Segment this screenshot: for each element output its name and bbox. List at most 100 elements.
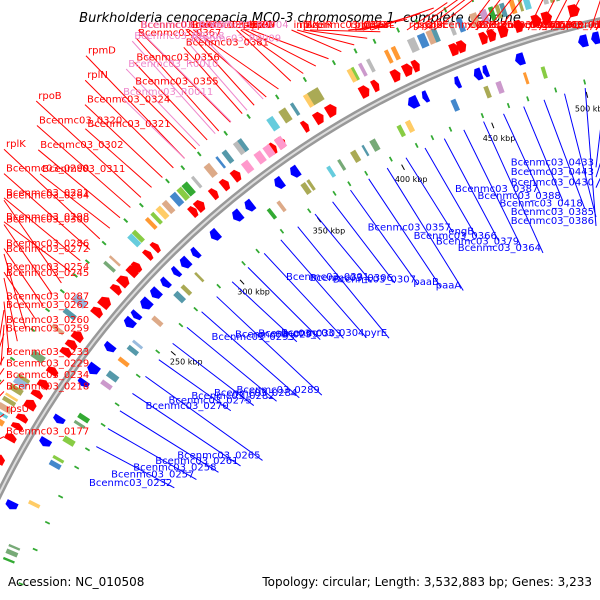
gene-label: Bcenmc03_0387 — [455, 184, 538, 195]
gene-label: infA — [294, 20, 314, 31]
marker-tick — [241, 260, 246, 266]
marker-tick — [155, 349, 161, 354]
leader-line — [538, 0, 555, 31]
forward-gene-arrow — [410, 59, 420, 73]
category-block — [28, 499, 41, 509]
category-block — [131, 339, 144, 350]
backbone-arc — [0, 17, 600, 501]
forward-gene-arrow — [23, 399, 37, 412]
leader-line — [131, 40, 216, 134]
category-block — [180, 284, 193, 296]
forward-gene-arrow — [218, 178, 231, 192]
category-block — [425, 29, 437, 45]
reverse-gene-arrow — [190, 246, 202, 259]
category-block — [278, 107, 293, 124]
gene-label: Bcenmc03_0275 — [168, 396, 251, 407]
leader-line — [3, 253, 27, 330]
leader-line — [120, 96, 185, 159]
reverse-gene-arrow — [274, 175, 286, 190]
reverse-gene-arrow — [407, 94, 421, 109]
gene-label: Bcenmc03_0375 — [140, 20, 223, 31]
marker-tick — [72, 273, 78, 278]
category-block — [103, 260, 116, 273]
category-block — [181, 181, 196, 197]
marker-tick — [30, 327, 36, 333]
forward-gene-arrow — [45, 366, 59, 378]
forward-gene-arrow — [400, 63, 413, 78]
gene-label: Bcenmc03_0364 — [458, 243, 541, 254]
category-block — [5, 548, 19, 558]
gene-label: Bcenmc03_0359 — [489, 20, 572, 31]
gene-label: Bcenmc03_0301 — [286, 272, 369, 283]
marker-tick — [216, 283, 222, 289]
leader-line — [550, 0, 568, 31]
marker-tick — [100, 422, 106, 427]
category-block — [237, 138, 250, 153]
category-block — [131, 229, 145, 243]
category-block — [169, 191, 185, 207]
category-block — [62, 435, 76, 447]
gene-label: Bcenmc03_0260 — [6, 315, 89, 326]
gene-label: Bcenmc03_0362 — [530, 20, 600, 31]
leader-line — [39, 173, 111, 229]
leader-line — [497, 0, 523, 31]
leader-line — [590, 0, 600, 31]
category-block — [307, 89, 321, 106]
category-block — [350, 66, 361, 81]
marker-tick — [443, 7, 448, 13]
gene-label: Bcenmc03_0386 — [511, 216, 594, 227]
leader-line — [135, 37, 220, 132]
leader-line — [85, 55, 185, 159]
category-block — [176, 186, 191, 201]
forward-gene-arrow — [323, 104, 337, 119]
reverse-gene-arrow — [290, 164, 302, 178]
category-block — [73, 419, 86, 429]
leader-line — [476, 0, 501, 31]
gene-label: Bcenmc03_0321 — [87, 119, 170, 130]
leader-line — [303, 29, 368, 39]
forward-gene-arrow — [141, 249, 154, 261]
gene-label: Bcenmc03_0418 — [499, 199, 582, 210]
gene-label: Bcenmc03_0303 — [258, 328, 341, 339]
category-block — [105, 370, 120, 383]
gene-label: Bcenmc03_0366 — [414, 231, 497, 242]
marker-tick — [275, 94, 280, 100]
gene-label: rpsS — [247, 20, 269, 31]
leader-line — [314, 213, 372, 283]
gene-label: Bcenmc03_0430 — [511, 178, 594, 189]
category-block — [406, 37, 420, 53]
forward-gene-arrow — [357, 85, 370, 99]
gene-label: Bcenmc03_0218 — [6, 381, 89, 392]
gene-label: Bcenmc03_0307 — [333, 275, 416, 286]
leader-line — [196, 29, 264, 100]
gene-label: Bcenmc03_0320 — [39, 115, 122, 126]
category-block — [540, 66, 548, 79]
leader-line — [443, 138, 500, 242]
gene-label: rplR — [312, 20, 332, 31]
marker-tick — [57, 494, 64, 499]
leader-line — [186, 326, 277, 402]
reverse-gene-arrow — [39, 435, 53, 447]
gene-label: Bcenmc03_0284 — [214, 388, 297, 399]
reverse-gene-arrow — [149, 286, 163, 299]
gene-label: Bcenmc03_0353 — [436, 20, 519, 31]
category-block — [455, 17, 467, 33]
gene-label: Bcenmc03_0311 — [42, 164, 125, 175]
forward-gene-arrow — [478, 31, 488, 45]
leader-line — [132, 393, 241, 467]
gene-label: Bcenmc03_R0011 — [123, 87, 213, 98]
leader-line — [172, 342, 255, 406]
category-block — [48, 459, 62, 471]
leader-line — [158, 359, 232, 412]
reverse-gene-arrow — [591, 31, 600, 45]
scale-tick — [491, 122, 495, 129]
backbone-highlight — [0, 19, 600, 495]
leader-line — [483, 121, 544, 254]
gene-label: rplO — [365, 20, 386, 31]
forward-gene-arrow — [15, 413, 29, 424]
reverse-gene-arrow — [578, 34, 589, 48]
gene-label: rplW — [253, 20, 276, 31]
category-block — [556, 0, 561, 2]
marker-tick — [246, 113, 251, 120]
category-block — [12, 375, 29, 390]
